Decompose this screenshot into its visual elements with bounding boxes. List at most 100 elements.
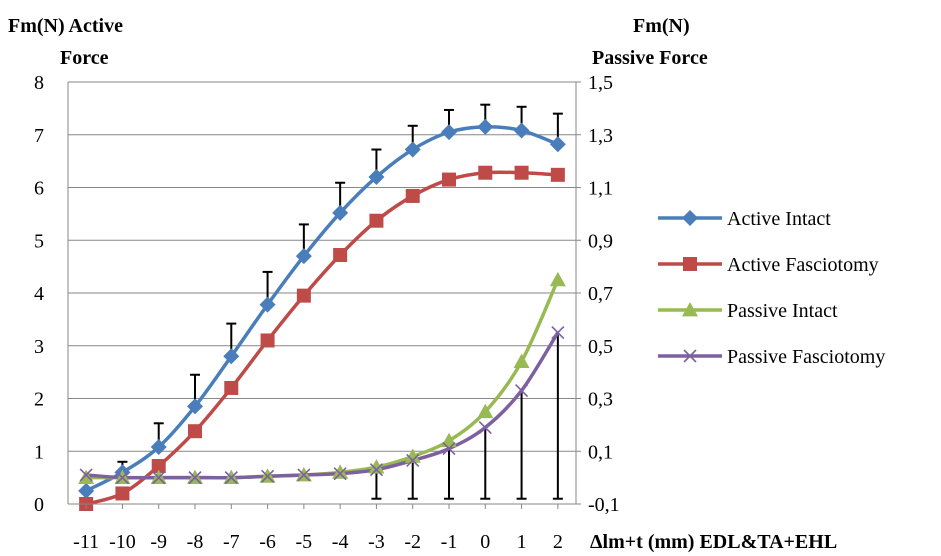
- active-fasciotomy-legend-marker: [683, 257, 697, 271]
- active-intact-point: [259, 296, 276, 313]
- passive-fasciotomy-point: [188, 471, 202, 485]
- passive-fasciotomy-point: [115, 471, 129, 485]
- right-tick-label: 0,9: [588, 230, 613, 252]
- active-intact-point: [332, 204, 349, 221]
- x-tick-label: -8: [187, 531, 204, 553]
- active-intact-point: [513, 122, 530, 139]
- x-tick-label: -4: [332, 531, 349, 553]
- passive-fasciotomy-point: [515, 384, 529, 398]
- passive-fasciotomy-point: [406, 453, 420, 468]
- passive-intact-point: [441, 432, 457, 448]
- tick-labels: 012345678-0,10,10,30,50,70,91,11,31,5-11…: [34, 72, 620, 553]
- left-tick-label: 8: [34, 72, 44, 94]
- active-intact-legend-label: Active Intact: [727, 208, 831, 230]
- active-intact-legend-marker: [682, 210, 698, 226]
- left-tick-label: 4: [34, 283, 44, 305]
- active-intact-point: [404, 141, 421, 158]
- x-tick-label: 2: [553, 531, 563, 553]
- passive-fasciotomy-point: [478, 420, 492, 435]
- passive-fasciotomy-line: [86, 331, 560, 480]
- active-intact-point: [295, 248, 312, 265]
- active-intact-point: [477, 118, 494, 135]
- passive-intact-point: [477, 403, 494, 419]
- left-tick-label: 6: [34, 178, 44, 200]
- legend: Active Intact Active Fasciotomy Passive In…: [658, 208, 885, 368]
- passive-fasciotomy-point: [261, 469, 275, 483]
- x-tick-label: 0: [480, 531, 490, 553]
- active-fasciotomy-point: [260, 333, 275, 348]
- right-tick-label: 0,3: [588, 389, 613, 411]
- active-intact-line: [85, 125, 559, 493]
- left-tick-label: 2: [34, 389, 44, 411]
- active-fasciotomy-point: [405, 188, 420, 203]
- passive-fasciotomy-legend-marker: [683, 349, 697, 363]
- series-markers: [78, 118, 566, 511]
- grid: [68, 81, 576, 505]
- active-fasciotomy-point: [369, 213, 384, 228]
- passive-fasciotomy-point: [224, 471, 238, 485]
- x-tick-label: -1: [441, 531, 458, 553]
- left-tick-label: 1: [34, 441, 44, 463]
- x-tick-label: -6: [259, 531, 276, 553]
- active-fasciotomy-point: [224, 380, 239, 395]
- x-tick-label: -10: [109, 531, 136, 553]
- passive-intact-point: [404, 448, 421, 463]
- active-intact-point: [441, 124, 457, 141]
- passive-fasciotomy-point: [297, 468, 311, 482]
- passive-intact-point: [549, 271, 566, 287]
- x-tick-label: -2: [404, 531, 421, 553]
- active-fasciotomy-point: [442, 172, 456, 187]
- passive-intact-point: [78, 469, 95, 485]
- left-tick-label: 0: [34, 494, 44, 516]
- passive-intact-point: [368, 459, 385, 474]
- right-tick-label: 0,7: [588, 283, 613, 305]
- passive-intact-point: [332, 464, 349, 479]
- active-fasciotomy-point: [333, 248, 348, 263]
- x-tick-label: -7: [223, 531, 240, 553]
- right-axis-title-line-1: Fm(N): [633, 15, 690, 37]
- right-axis-title-line-2: Passive Force: [592, 47, 708, 69]
- active-fasciotomy-line: [85, 170, 558, 506]
- passive-intact-legend-marker: [682, 302, 698, 317]
- active-intact-point: [368, 168, 385, 185]
- error-bars: [117, 103, 563, 500]
- passive-fasciotomy-point: [333, 467, 347, 481]
- left-tick-label: 5: [34, 230, 44, 252]
- x-tick-label: -3: [368, 531, 385, 553]
- active-fasciotomy-point: [151, 459, 166, 474]
- axes: [67, 81, 581, 509]
- right-tick-label: -0,1: [588, 494, 620, 516]
- active-fasciotomy-point: [550, 167, 565, 182]
- passive-fasciotomy-point: [79, 468, 93, 482]
- x-axis-label: Δlm+t (mm) EDL&TA+EHL: [590, 531, 837, 553]
- active-intact-point: [78, 482, 95, 499]
- x-tick-label: -9: [150, 531, 167, 553]
- passive-fasciotomy-point: [442, 442, 456, 456]
- left-axis-title-line-1: Fm(N) Active: [8, 15, 123, 37]
- left-axis-title-line-2: Force: [60, 47, 109, 69]
- x-tick-label: 1: [517, 531, 527, 553]
- active-fasciotomy-point: [478, 165, 493, 180]
- active-intact-point: [549, 136, 566, 153]
- right-tick-label: 1,5: [588, 72, 613, 94]
- right-tick-label: 0,1: [588, 441, 613, 463]
- active-fasciotomy-point: [115, 486, 130, 501]
- passive-fasciotomy-point: [369, 463, 383, 477]
- active-fasciotomy-point: [188, 424, 202, 439]
- passive-fasciotomy-legend-label: Passive Fasciotomy: [727, 346, 885, 368]
- active-intact-point: [187, 398, 203, 415]
- active-intact-point: [223, 348, 240, 365]
- right-tick-label: 1,3: [588, 125, 613, 147]
- passive-intact-point: [513, 353, 530, 368]
- x-tick-label: -11: [73, 531, 99, 553]
- left-tick-label: 3: [34, 336, 44, 358]
- active-fasciotomy-point: [514, 165, 529, 180]
- active-intact-point: [150, 439, 167, 456]
- right-tick-label: 1,1: [588, 178, 613, 200]
- left-tick-label: 7: [34, 125, 44, 147]
- passive-fasciotomy-point: [152, 471, 166, 485]
- active-fasciotomy-legend-label: Active Fasciotomy: [727, 254, 879, 276]
- x-tick-label: -5: [296, 531, 313, 553]
- active-fasciotomy-point: [296, 288, 311, 303]
